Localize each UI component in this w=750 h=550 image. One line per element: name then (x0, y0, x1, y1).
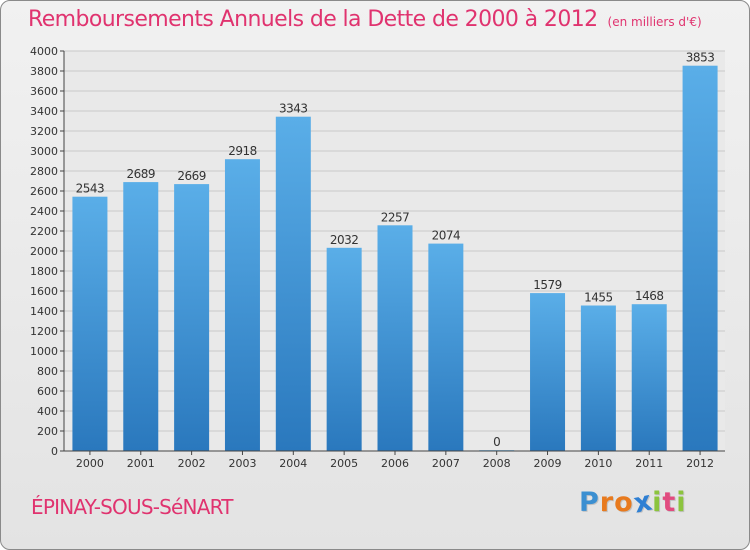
data-label-2011: 1468 (635, 289, 664, 303)
y-tick-label: 1800 (30, 265, 58, 278)
bar-2009 (530, 293, 566, 451)
data-label-2001: 2689 (126, 167, 155, 181)
y-tick-label: 4000 (30, 45, 58, 58)
x-tick-label: 2000 (76, 457, 104, 470)
chart-title: Remboursements Annuels de la Dette de 20… (28, 7, 702, 32)
x-tick-label: 2004 (279, 457, 307, 470)
x-tick-label: 2007 (432, 457, 460, 470)
bar-2011 (631, 304, 667, 451)
chart-title-text: Remboursements Annuels de la Dette de 20… (28, 7, 598, 32)
data-label-2003: 2918 (228, 144, 257, 158)
y-tick-label: 2000 (30, 245, 58, 258)
data-label-2008: 0 (493, 435, 500, 449)
proxiti-logo: Proxiti (579, 485, 687, 519)
y-tick-label: 3000 (30, 145, 58, 158)
x-tick-label: 2001 (127, 457, 155, 470)
y-tick-label: 2800 (30, 165, 58, 178)
bar-2004 (275, 116, 311, 451)
y-tick-label: 0 (51, 445, 58, 458)
bar-2005 (326, 247, 362, 451)
y-tick-label: 1200 (30, 325, 58, 338)
bar-2001 (123, 182, 159, 451)
logo-letter: i (676, 487, 687, 518)
data-label-2010: 1455 (584, 291, 613, 305)
x-tick-label: 2006 (381, 457, 409, 470)
x-tick-label: 2010 (584, 457, 612, 470)
x-tick-label: 2005 (330, 457, 358, 470)
data-label-2005: 2032 (330, 233, 359, 247)
y-tick-label: 2200 (30, 225, 58, 238)
y-tick-label: 1000 (30, 345, 58, 358)
data-label-2006: 2257 (381, 210, 410, 224)
bar-2007 (428, 243, 464, 451)
x-tick-label: 2003 (228, 457, 256, 470)
x-tick-label: 2011 (635, 457, 663, 470)
logo-letter: o (614, 487, 634, 518)
bar-2000 (72, 196, 108, 451)
chart-subtitle: (en milliers d'€) (607, 15, 702, 29)
y-tick-label: 2400 (30, 205, 58, 218)
bar-2002 (174, 184, 210, 451)
data-label-2009: 1579 (533, 278, 562, 292)
data-label-2007: 2074 (432, 229, 461, 243)
x-tick-label: 2002 (178, 457, 206, 470)
logo-letter: t (662, 487, 677, 518)
commune-name: ÉPINAY-SOUS-SéNART (31, 495, 233, 519)
logo-letter: i (652, 487, 663, 518)
bar-2012 (682, 65, 718, 451)
data-label-2012: 3853 (686, 51, 715, 65)
data-label-2000: 2543 (76, 182, 105, 196)
x-tick-label: 2009 (534, 457, 562, 470)
x-tick-label: 2008 (483, 457, 511, 470)
y-tick-label: 1600 (30, 285, 58, 298)
y-tick-label: 800 (37, 365, 58, 378)
logo-letter: r (599, 487, 615, 518)
bar-2003 (224, 159, 260, 451)
y-tick-label: 3400 (30, 105, 58, 118)
bar-2010 (580, 305, 616, 451)
y-tick-label: 3200 (30, 125, 58, 138)
y-tick-label: 2600 (30, 185, 58, 198)
data-label-2004: 3343 (279, 102, 308, 116)
y-tick-label: 3800 (30, 65, 58, 78)
x-tick-label: 2012 (686, 457, 714, 470)
y-tick-label: 200 (37, 425, 58, 438)
y-tick-label: 600 (37, 385, 58, 398)
y-tick-label: 400 (37, 405, 58, 418)
logo-letter: P (579, 487, 600, 518)
y-tick-label: 3600 (30, 85, 58, 98)
data-label-2002: 2669 (177, 169, 206, 183)
y-tick-label: 1400 (30, 305, 58, 318)
bar-2006 (377, 225, 413, 451)
